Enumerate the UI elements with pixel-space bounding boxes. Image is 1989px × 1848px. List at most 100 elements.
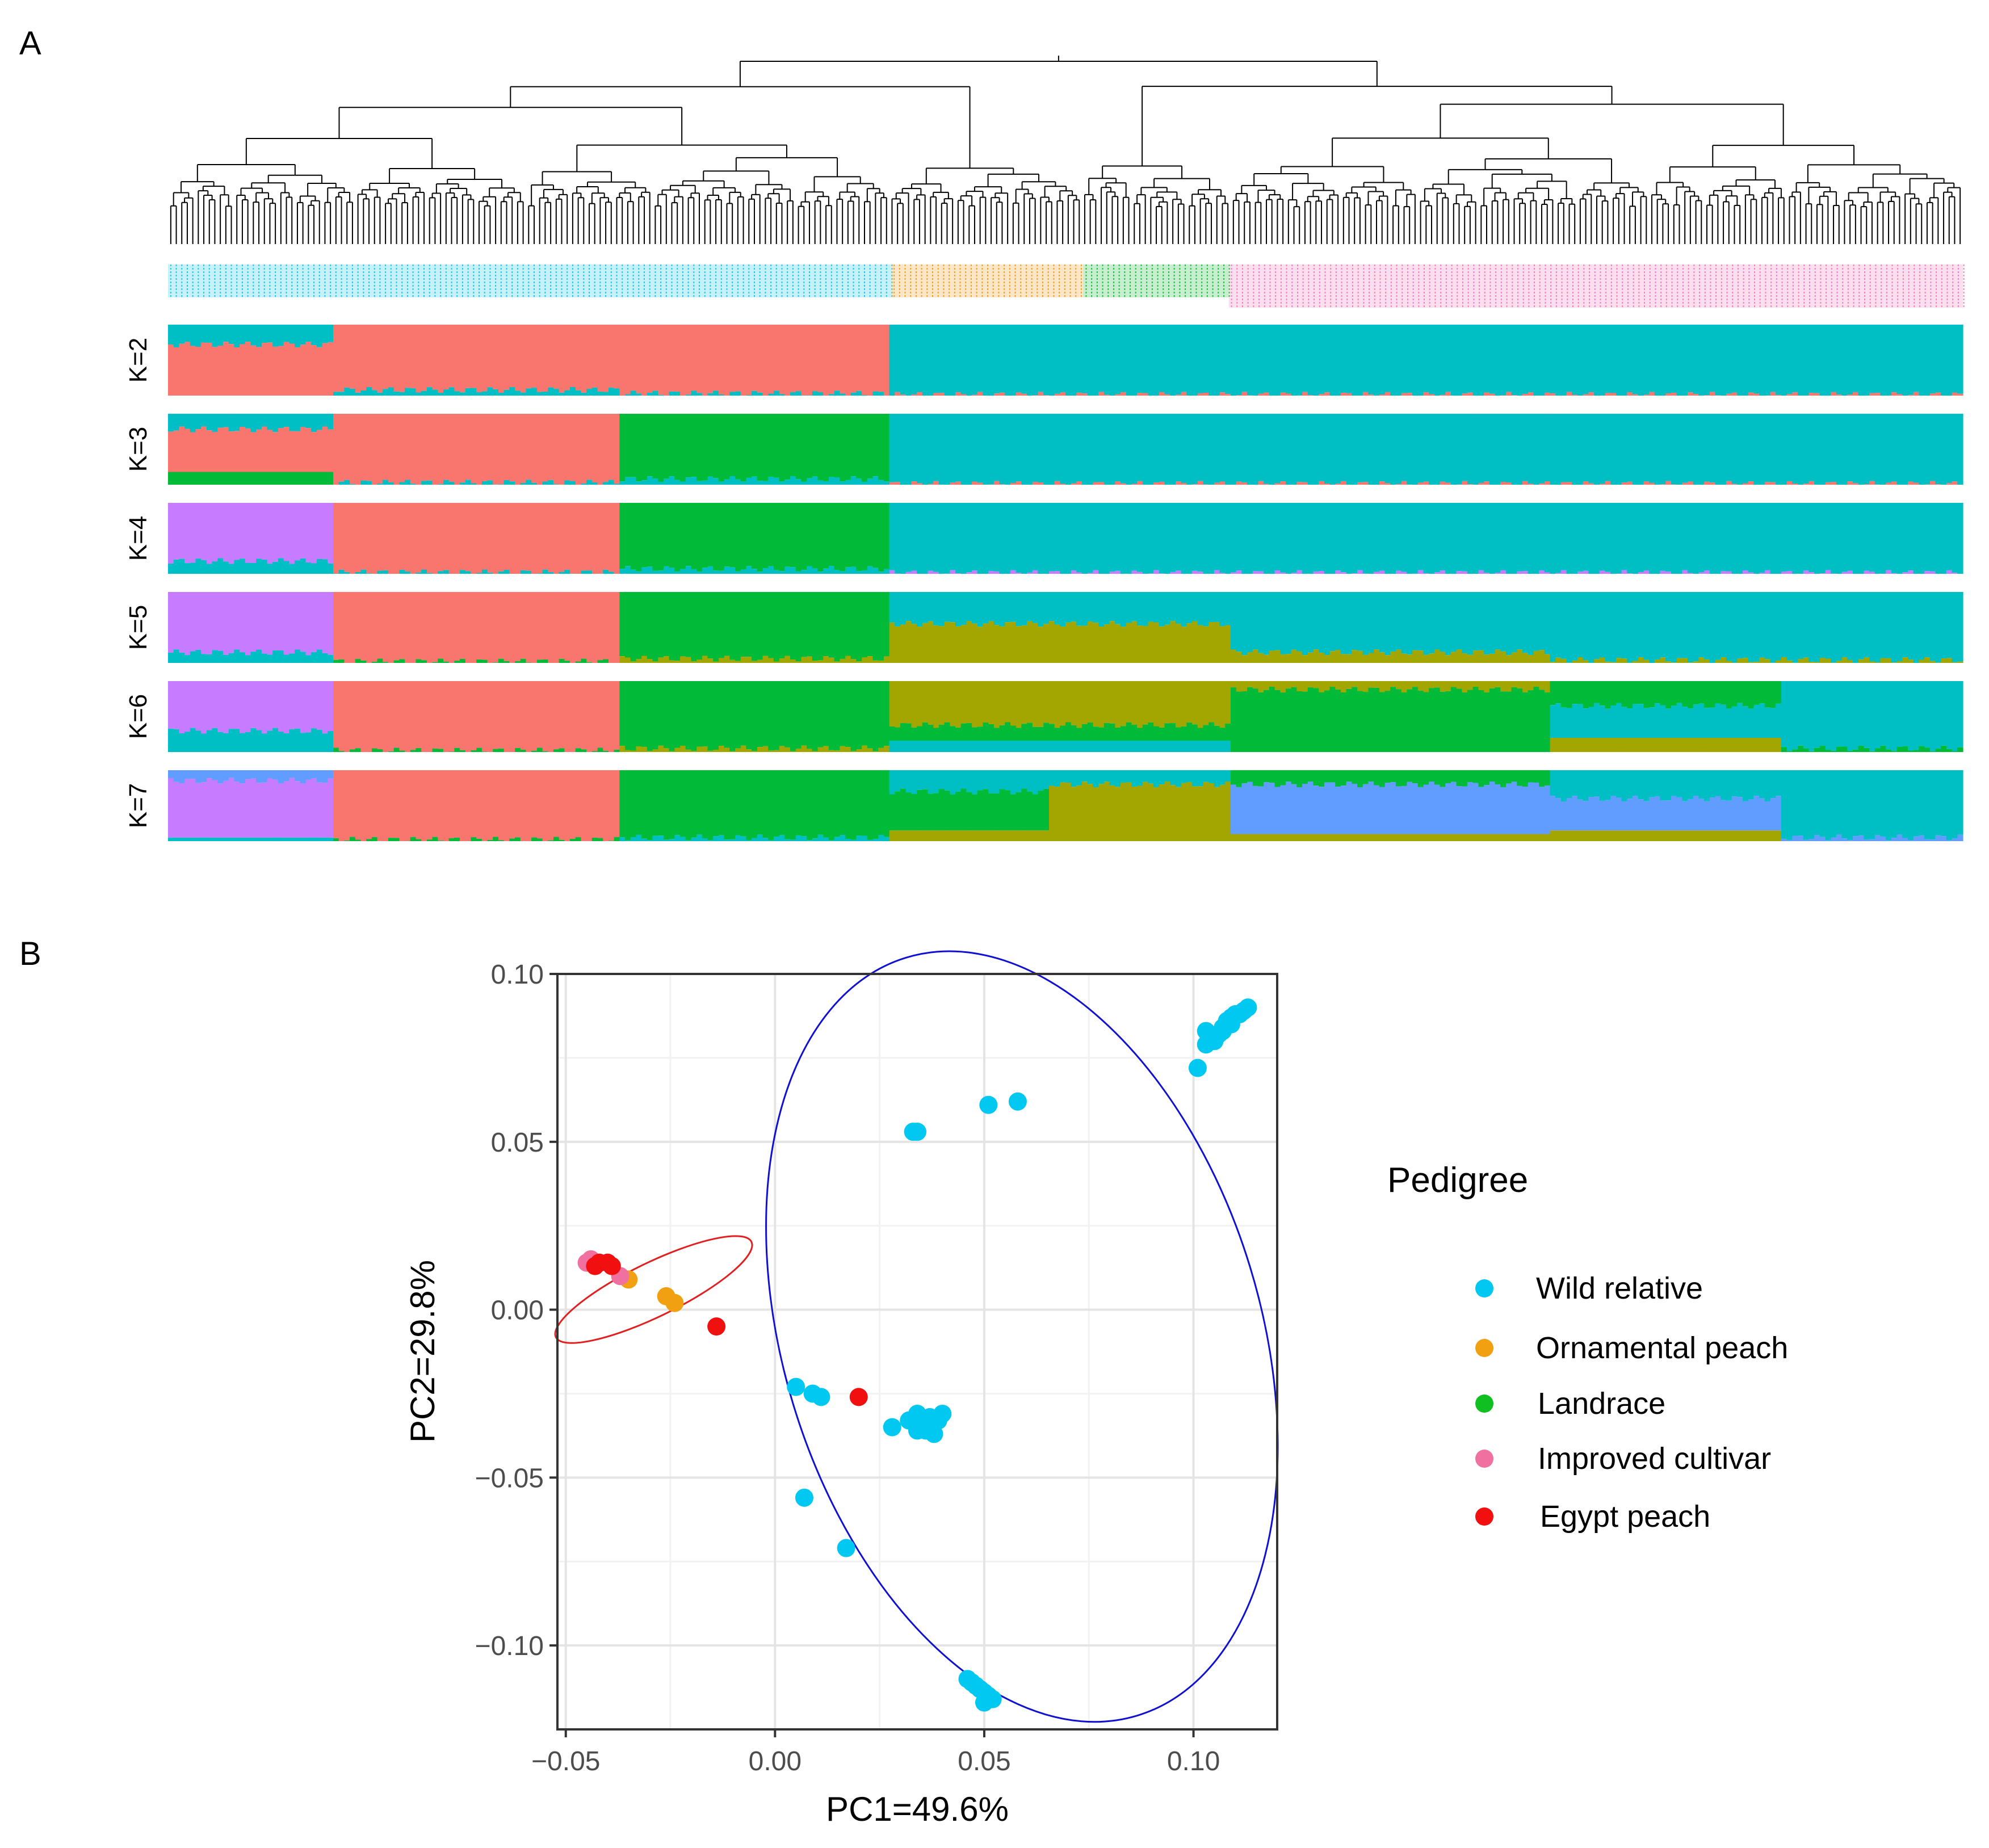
admixture-bar <box>955 592 962 627</box>
admixture-bar <box>388 751 395 752</box>
admixture-bar <box>795 391 802 396</box>
admixture-bar <box>1395 689 1402 752</box>
admixture-bar <box>834 661 840 663</box>
admixture-bar <box>1522 692 1529 752</box>
admixture-bar <box>1539 690 1545 752</box>
admixture-bar <box>1076 592 1082 626</box>
admixture-bar <box>1120 414 1127 484</box>
admixture-bar <box>1682 482 1688 485</box>
admixture-bar <box>1241 691 1248 752</box>
admixture-bar <box>465 592 472 663</box>
admixture-bar <box>1665 393 1672 396</box>
admixture-bar <box>1093 325 1099 396</box>
admixture-bar <box>1517 592 1523 650</box>
admixture-bar <box>779 571 785 574</box>
admixture-bar <box>1076 414 1082 482</box>
admixture-bar <box>1957 503 1963 574</box>
admixture-bar <box>542 325 548 392</box>
admixture-bar <box>1175 681 1182 728</box>
admixture-bar <box>983 741 989 752</box>
admixture-bar <box>933 325 939 393</box>
admixture-bar <box>817 325 824 393</box>
admixture-bar <box>1126 414 1132 485</box>
admixture-bar <box>1615 681 1622 703</box>
admixture-bar <box>1225 723 1231 741</box>
admixture-bar <box>542 592 548 660</box>
admixture-bar <box>300 414 307 427</box>
admixture-bar <box>972 503 978 571</box>
admixture-bar <box>1440 325 1446 395</box>
admixture-bar <box>817 503 824 572</box>
admixture-bar <box>1819 592 1826 658</box>
admixture-bar <box>955 573 962 574</box>
admixture-bar <box>1060 414 1066 484</box>
admixture-bar <box>1704 503 1710 571</box>
admixture-bar <box>300 345 307 396</box>
admixture-bar <box>278 558 284 574</box>
admixture-bar <box>1841 572 1848 574</box>
admixture-bar <box>625 325 631 394</box>
admixture-bar <box>1615 703 1622 738</box>
admixture-bar <box>184 503 191 564</box>
admixture-bar <box>1588 503 1594 574</box>
admixture-bar <box>1946 414 1953 484</box>
admixture-bar <box>795 661 802 663</box>
admixture-bar <box>1654 738 1661 752</box>
admixture-bar <box>889 681 895 726</box>
admixture-bar <box>1219 481 1226 485</box>
admixture-bar <box>762 414 769 481</box>
admixture-bar <box>1781 414 1787 485</box>
admixture-bar <box>1429 653 1435 663</box>
admixture-bar <box>1274 690 1281 752</box>
admixture-bar <box>438 503 444 572</box>
admixture-bar <box>1946 570 1953 574</box>
admixture-bar <box>1379 394 1386 396</box>
admixture-bar <box>1660 570 1666 574</box>
admixture-bar <box>350 388 356 396</box>
admixture-bar <box>1307 652 1314 663</box>
admixture-bar <box>377 570 383 574</box>
admixture-bar <box>966 414 972 485</box>
admixture-bar <box>1649 482 1655 485</box>
admixture-bar <box>840 393 846 396</box>
admixture-bar <box>691 503 697 569</box>
admixture-bar <box>1560 592 1567 659</box>
admixture-bar <box>779 394 785 396</box>
admixture-bar <box>1886 325 1892 396</box>
admixture-bar <box>1374 325 1380 396</box>
admixture-bar <box>195 681 202 731</box>
admixture-bar <box>1682 738 1688 752</box>
admixture-bar <box>862 414 868 482</box>
admixture-bar <box>1489 653 1496 663</box>
admixture-bar <box>917 414 923 484</box>
admixture-bar <box>718 414 725 482</box>
admixture-bar <box>1241 392 1248 396</box>
admixture-bar <box>603 569 609 574</box>
admixture-bar <box>498 414 505 485</box>
admixture-bar <box>1505 503 1512 574</box>
admixture-bar <box>790 476 796 485</box>
admixture-bar <box>735 571 741 574</box>
admixture-bar <box>1071 414 1077 484</box>
admixture-bar <box>1440 481 1446 485</box>
admixture-bar <box>1748 503 1755 573</box>
admixture-bar <box>862 745 868 752</box>
admixture-bar <box>581 325 587 393</box>
admixture-bar <box>206 414 213 431</box>
admixture-bar <box>1566 503 1572 574</box>
admixture-bar <box>740 657 747 663</box>
admixture-bar <box>1533 681 1539 687</box>
admixture-bar <box>1148 741 1154 752</box>
admixture-bar <box>773 750 780 752</box>
admixture-bar <box>1929 661 1936 663</box>
admixture-bar <box>591 681 598 751</box>
admixture-bar <box>1550 681 1556 705</box>
admixture-bar <box>878 480 884 485</box>
admixture-bar <box>454 592 460 661</box>
admixture-bar <box>234 347 240 396</box>
admixture-bar <box>1891 592 1898 663</box>
admixture-bar <box>536 325 543 392</box>
admixture-bar <box>1599 681 1606 706</box>
admixture-bar <box>938 414 945 485</box>
admixture-bar <box>443 592 450 662</box>
